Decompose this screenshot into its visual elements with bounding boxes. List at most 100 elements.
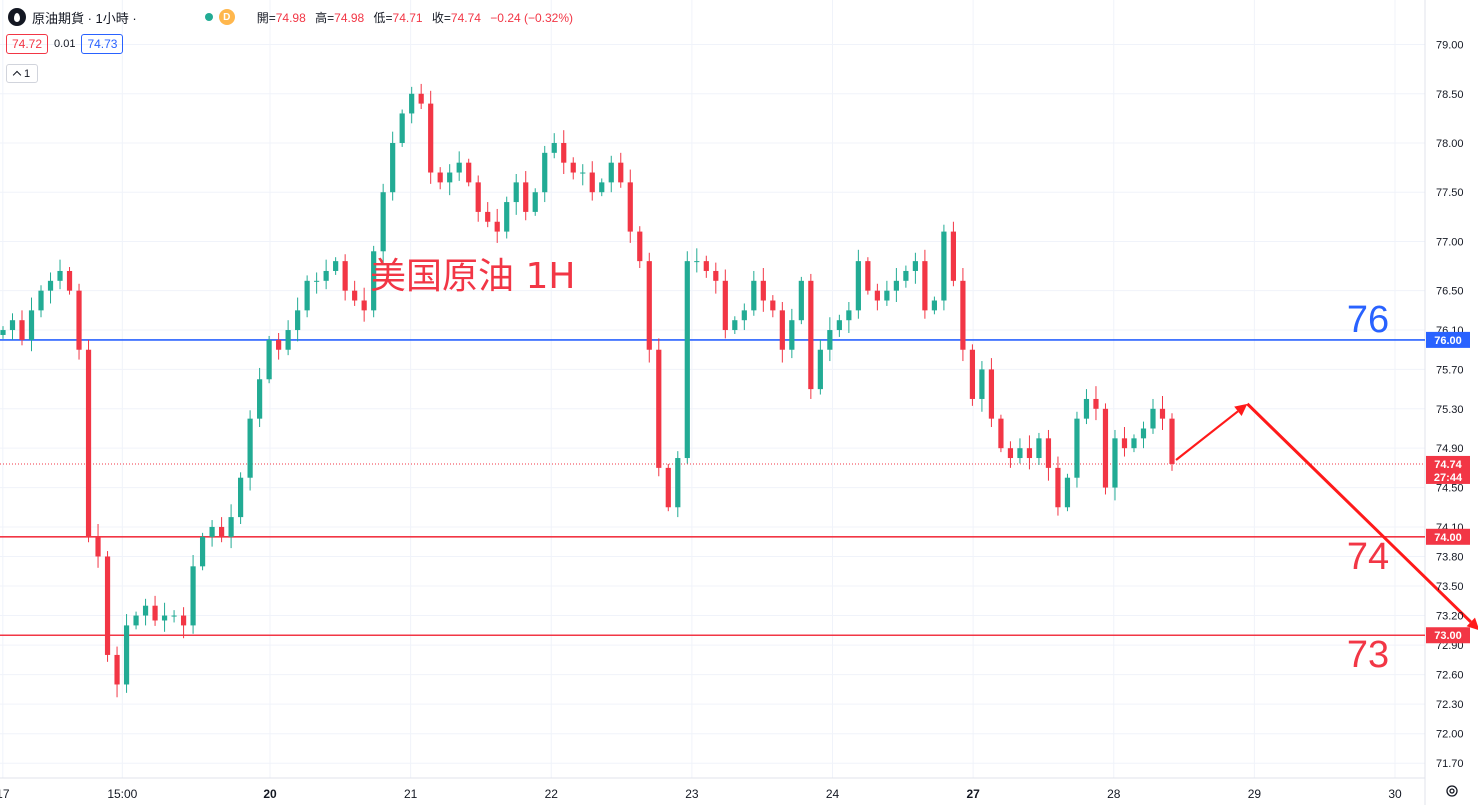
price-tick-label: 72.60 bbox=[1436, 670, 1464, 682]
price-tick-label: 73.20 bbox=[1436, 611, 1464, 623]
price-tick-label: 77.50 bbox=[1436, 187, 1464, 199]
candlestick-series bbox=[0, 83, 1175, 698]
candle-body bbox=[475, 182, 481, 212]
price-tick-label: 72.30 bbox=[1436, 699, 1464, 711]
candle-body bbox=[1045, 438, 1052, 468]
candle-body bbox=[504, 202, 510, 232]
last-price-label: 74.74 bbox=[1434, 459, 1462, 471]
chart-annotation-title: 美国原油 1H bbox=[370, 256, 575, 297]
candle-body bbox=[494, 221, 500, 232]
candle-body bbox=[950, 231, 957, 281]
price-tick-label: 79.00 bbox=[1436, 40, 1464, 52]
candle-body bbox=[1007, 448, 1014, 459]
candle-body bbox=[703, 261, 709, 271]
horizontal-levels: 76 74 73 bbox=[0, 299, 1425, 676]
candle-body bbox=[551, 142, 557, 153]
candle-body bbox=[314, 280, 320, 282]
candle-body bbox=[180, 615, 187, 626]
candle-body bbox=[190, 566, 196, 626]
candle-body bbox=[665, 467, 671, 508]
time-tick-label: 24 bbox=[826, 787, 840, 801]
candle-body bbox=[741, 310, 747, 321]
level-axis-label: 74.00 bbox=[1434, 532, 1462, 544]
candle-body bbox=[855, 261, 861, 311]
candle-body bbox=[133, 615, 139, 626]
candle-body bbox=[903, 270, 909, 281]
price-tick-label: 72.00 bbox=[1436, 729, 1464, 741]
candle-body bbox=[798, 280, 804, 321]
countdown-label: 27:44 bbox=[1434, 472, 1463, 484]
time-tick-label: 20 bbox=[263, 787, 277, 801]
gear-icon[interactable] bbox=[1445, 784, 1459, 798]
price-axis[interactable]: 79.0078.5078.0077.5077.0076.5076.1075.70… bbox=[1436, 40, 1464, 771]
candle-body bbox=[732, 320, 738, 331]
candle-body bbox=[428, 103, 434, 173]
ohlc-readout: 開=74.98 高=74.98 低=74.71 收=74.74 −0.24 (−… bbox=[256, 10, 574, 25]
candle-body bbox=[646, 261, 652, 350]
candle-body bbox=[9, 320, 16, 331]
candle-body bbox=[1026, 448, 1033, 459]
chart-header: 原油期貨 · 1小時 · D 開=74.98 高=74.98 低=74.71 收… bbox=[0, 0, 700, 34]
session-badge[interactable]: D bbox=[218, 9, 235, 25]
candle-body bbox=[770, 300, 776, 311]
time-tick-label: 28 bbox=[1107, 787, 1121, 801]
time-tick-label: 23 bbox=[685, 787, 699, 801]
indicators-toggle-button[interactable]: 1 bbox=[6, 64, 38, 83]
candle-body bbox=[884, 290, 890, 301]
candle-body bbox=[618, 162, 624, 183]
candle-body bbox=[846, 310, 852, 321]
time-tick-label: 27 bbox=[966, 787, 980, 801]
sell-price-button[interactable]: 74.72 bbox=[6, 34, 49, 54]
buy-price-button[interactable]: 74.73 bbox=[81, 34, 124, 54]
candle-body bbox=[979, 369, 985, 399]
candle-body bbox=[76, 290, 82, 350]
level-axis-badge bbox=[1426, 331, 1470, 348]
candle-body bbox=[599, 182, 605, 193]
candle-body bbox=[684, 261, 690, 459]
candle-body bbox=[1121, 438, 1128, 449]
candle-body bbox=[456, 162, 462, 173]
candle-body bbox=[1093, 398, 1099, 409]
price-tick-label: 71.70 bbox=[1436, 758, 1464, 770]
candle-body bbox=[808, 280, 814, 390]
candle-body bbox=[694, 261, 700, 263]
candle-body bbox=[285, 330, 291, 350]
symbol-title[interactable]: 原油期貨 · 1小時 · bbox=[32, 10, 137, 26]
oil-drop-icon bbox=[8, 8, 26, 26]
candle-body bbox=[485, 211, 491, 222]
candle-body bbox=[998, 418, 1004, 449]
candle-body bbox=[1169, 418, 1175, 464]
candle-body bbox=[47, 280, 54, 291]
level-axis-label: 73.00 bbox=[1434, 630, 1462, 642]
candle-body bbox=[1083, 398, 1090, 419]
candle-body bbox=[1064, 477, 1071, 508]
level-axis-label: 76.00 bbox=[1434, 335, 1462, 347]
candle-body bbox=[57, 270, 63, 281]
candle-body bbox=[1131, 438, 1137, 449]
candle-body bbox=[523, 182, 529, 212]
price-tick-label: 75.30 bbox=[1436, 404, 1464, 416]
candle-body bbox=[988, 369, 995, 419]
candle-body bbox=[969, 349, 976, 399]
candle-body bbox=[1140, 428, 1147, 439]
candle-body bbox=[171, 615, 177, 617]
candle-body bbox=[570, 162, 576, 173]
price-tick-label: 78.00 bbox=[1436, 138, 1464, 150]
candle-body bbox=[789, 320, 795, 350]
chevron-up-icon bbox=[12, 70, 22, 80]
candle-body bbox=[0, 330, 6, 335]
candle-body bbox=[1112, 438, 1118, 488]
time-axis[interactable]: 17 15:00 20 21 22 23 24 27 28 29 30 bbox=[0, 787, 1402, 801]
projection-arrowhead bbox=[1466, 617, 1478, 630]
candle-body bbox=[104, 556, 111, 655]
candle-body bbox=[1159, 408, 1166, 419]
projection-arrowhead bbox=[1234, 403, 1248, 417]
candle-body bbox=[85, 349, 92, 537]
candle-body bbox=[922, 261, 928, 311]
candle-body bbox=[637, 231, 643, 262]
candle-body bbox=[865, 261, 871, 291]
candle-body bbox=[19, 320, 25, 340]
candle-body bbox=[399, 113, 405, 143]
